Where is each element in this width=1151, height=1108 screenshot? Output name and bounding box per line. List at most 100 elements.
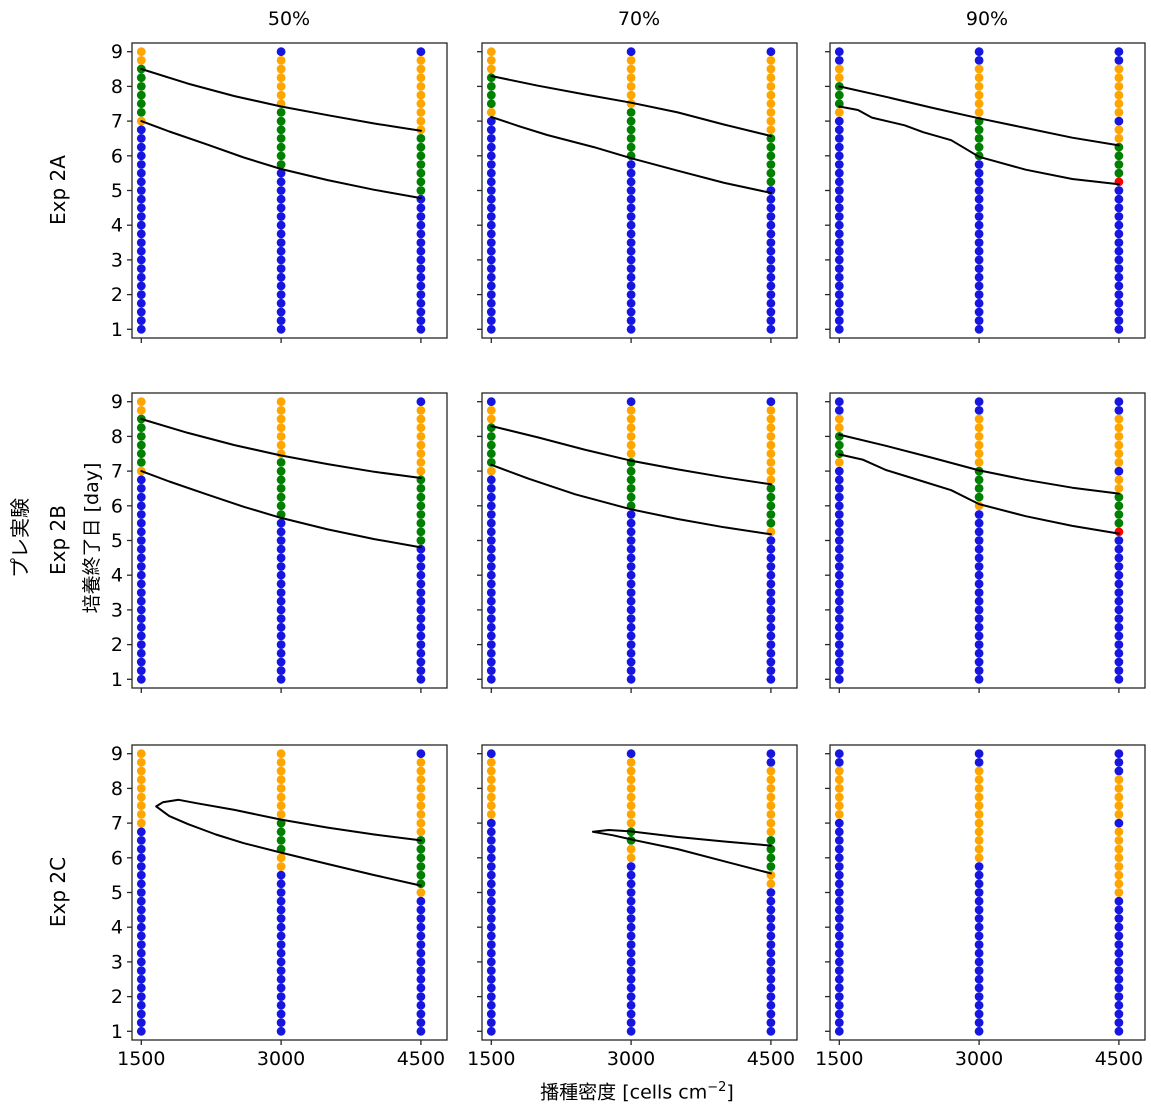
data-dot — [486, 492, 496, 502]
data-dot — [486, 397, 496, 407]
data-dot — [834, 536, 844, 545]
data-dot — [766, 614, 776, 623]
data-dot — [416, 264, 426, 273]
data-dot — [276, 484, 286, 493]
data-dot — [1114, 622, 1124, 632]
data-dot — [766, 99, 776, 109]
data-dot — [974, 931, 984, 941]
data-dot — [766, 974, 776, 984]
data-dot — [1114, 1018, 1124, 1027]
data-dot — [486, 674, 496, 684]
plot-box — [829, 392, 1146, 689]
data-dot — [416, 536, 426, 545]
data-dot — [974, 82, 984, 91]
data-dot — [834, 588, 844, 597]
data-dot — [276, 940, 286, 949]
data-dot — [1114, 73, 1124, 83]
data-dot — [974, 562, 984, 571]
data-dot — [136, 758, 146, 767]
data-dot — [834, 324, 844, 334]
data-dot — [416, 527, 426, 537]
data-dot — [626, 957, 636, 967]
data-dot — [486, 810, 496, 819]
data-dot — [416, 844, 426, 854]
data-dot — [974, 108, 984, 117]
data-dot — [416, 238, 426, 248]
data-dot — [276, 992, 286, 1001]
data-dot — [1114, 992, 1124, 1001]
data-dot — [974, 657, 984, 667]
data-dot — [276, 562, 286, 571]
data-dot — [626, 466, 636, 476]
y-tick-label: 9 — [111, 743, 123, 765]
data-dot — [276, 229, 286, 239]
data-dot — [974, 536, 984, 545]
data-dot — [834, 484, 844, 493]
data-dot — [276, 983, 286, 993]
data-dot — [834, 596, 844, 606]
data-dot — [1114, 397, 1124, 407]
data-dot — [974, 1026, 984, 1036]
data-dot — [974, 160, 984, 169]
data-dot — [1114, 536, 1124, 545]
data-dot — [834, 974, 844, 984]
data-dot — [974, 792, 984, 802]
data-dot — [486, 888, 496, 897]
data-dot — [136, 579, 146, 589]
data-dot — [974, 974, 984, 984]
data-dot — [766, 801, 776, 811]
data-dot — [416, 775, 426, 785]
data-dot — [974, 758, 984, 767]
data-dot — [766, 510, 776, 519]
data-dot — [1114, 905, 1124, 915]
x-tick-label: 4500 — [397, 1048, 445, 1070]
data-dot — [276, 73, 286, 83]
data-dot — [974, 458, 984, 467]
data-dot — [276, 836, 286, 845]
data-dot — [626, 605, 636, 615]
plot-box — [131, 42, 448, 339]
data-dot — [416, 229, 426, 239]
data-dot — [276, 579, 286, 589]
data-dot — [626, 931, 636, 941]
data-dot — [626, 518, 636, 528]
contour-line — [838, 433, 1120, 495]
data-dot — [416, 784, 426, 793]
data-dot — [974, 281, 984, 291]
data-dot — [974, 810, 984, 819]
data-dot — [1114, 1000, 1124, 1010]
panel-exp2b-70pct — [477, 392, 798, 693]
data-dot — [416, 749, 426, 759]
data-dot — [416, 614, 426, 623]
data-dot — [974, 414, 984, 424]
data-dot — [136, 212, 146, 221]
data-dot — [626, 1000, 636, 1010]
data-dot — [1114, 116, 1124, 126]
data-dot — [766, 484, 776, 493]
data-dot — [974, 648, 984, 658]
data-dot — [766, 177, 776, 187]
data-dot — [974, 238, 984, 248]
contour-line — [140, 470, 422, 549]
data-dot — [276, 622, 286, 632]
data-dot — [276, 905, 286, 915]
data-dot — [276, 56, 286, 65]
y-tick-label: 4 — [111, 215, 123, 237]
data-dot — [136, 766, 146, 776]
data-dot — [626, 160, 636, 169]
x-axis-label-text: 播種密度 [cells cm — [540, 1081, 708, 1104]
data-dot — [416, 134, 426, 143]
data-dot — [416, 862, 426, 871]
data-dot — [834, 983, 844, 993]
data-dot — [416, 432, 426, 441]
data-dot — [766, 220, 776, 230]
data-dot — [766, 298, 776, 308]
data-dot — [974, 948, 984, 958]
data-dot — [1114, 922, 1124, 932]
data-dot — [486, 220, 496, 230]
plot-box — [829, 744, 1146, 1041]
data-dot — [626, 588, 636, 597]
data-dot — [416, 177, 426, 187]
data-dot — [276, 432, 286, 441]
y-tick-label: 6 — [111, 145, 123, 167]
